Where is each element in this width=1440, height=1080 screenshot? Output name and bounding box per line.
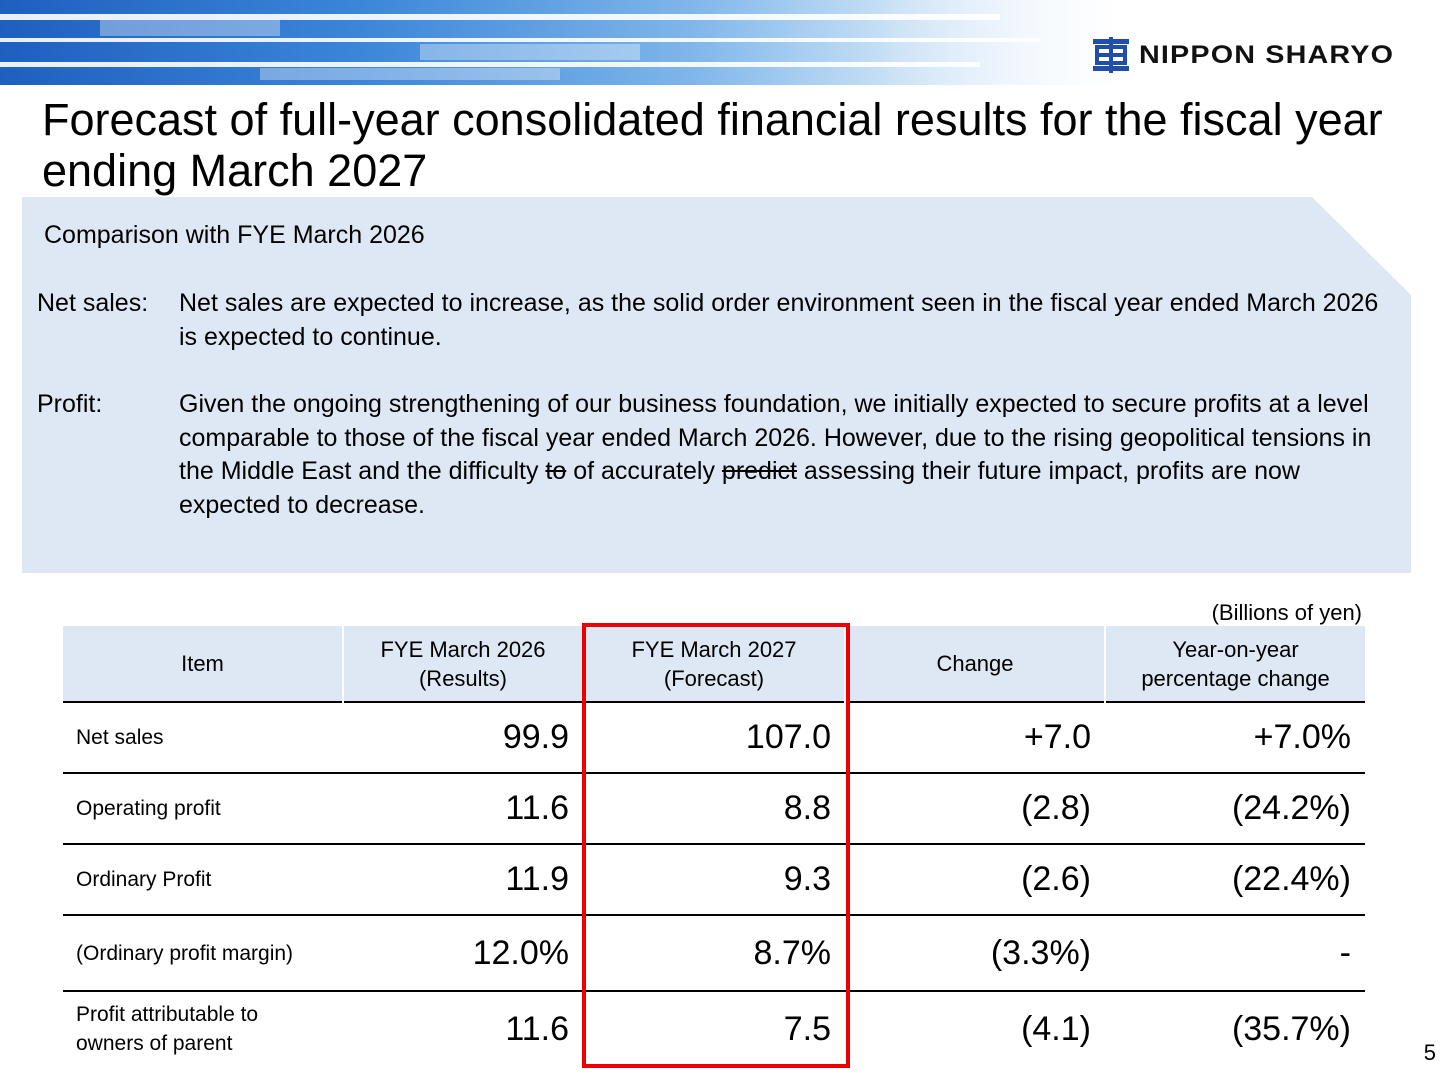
cell-change: +7.0 xyxy=(845,702,1105,774)
header-label: FYE March 2026 (Results) xyxy=(380,636,546,691)
net-sales-text: Net sales are expected to increase, as t… xyxy=(179,289,1379,351)
banner-stripe xyxy=(0,38,1040,42)
cell-item: (Ordinary profit margin) xyxy=(63,915,343,992)
cell-fy2026: 99.9 xyxy=(343,702,583,774)
cell-yoy: (24.2%) xyxy=(1105,773,1365,845)
profit-text-part: Given the ongoing strengthening of our b… xyxy=(179,390,1372,485)
table-row: (Ordinary profit margin) 12.0% 8.7% (3.3%) - xyxy=(63,915,1365,992)
cell-item: Ordinary Profit xyxy=(63,844,343,916)
banner-fade xyxy=(880,0,1440,85)
cell-change: (2.8) xyxy=(845,773,1105,845)
profit-text-part: assessing their future impact, profits a… xyxy=(179,457,1300,519)
table-row: Operating profit 11.6 8.8 (2.8) (24.2%) xyxy=(63,773,1365,845)
cell-fy2027: 9.3 xyxy=(583,844,845,916)
cell-fy2027: 8.7% xyxy=(583,915,845,992)
net-sales-label: Net sales: xyxy=(37,289,149,317)
header-label: Change xyxy=(936,651,1014,676)
table-row: Ordinary Profit 11.9 9.3 (2.6) (22.4%) xyxy=(63,844,1365,916)
header-item: Item xyxy=(63,626,344,702)
header-banner xyxy=(0,0,1440,85)
cell-change: (3.3%) xyxy=(845,915,1105,992)
cell-yoy: (35.7%) xyxy=(1231,1009,1351,1048)
header-yoy: Year-on-year percentage change xyxy=(1105,626,1365,702)
header-label: Year-on-year percentage change xyxy=(1141,636,1330,691)
cell-item: Net sales xyxy=(63,702,343,774)
table-header-row: Item FYE March 2026 (Results) FYE March 2… xyxy=(63,626,1365,702)
banner-stripe xyxy=(0,14,1000,20)
cell-fy2027: 107.0 xyxy=(583,702,845,774)
cell-fy2026: 11.9 xyxy=(343,844,583,916)
banner-stripe xyxy=(0,62,980,67)
cell-item: Profit attributable to owners of parent xyxy=(76,1003,259,1055)
struck-word: predict xyxy=(721,457,797,485)
page-title: Forecast of full-year consolidated finan… xyxy=(42,94,1383,196)
cell-change: (2.6) xyxy=(845,844,1105,916)
cell-yoy: - xyxy=(1105,915,1365,992)
cell-fy2026: 12.0% xyxy=(343,915,583,992)
cell-fy2026: 11.6 xyxy=(343,773,583,845)
nippon-sharyo-logo-icon xyxy=(1093,37,1129,73)
table-row: Profit attributable to owners of parent 11… xyxy=(63,991,1365,1066)
profit-text: Given the ongoing strengthening of our b… xyxy=(179,388,1399,522)
table-row: Net sales 99.9 107.0 +7.0 +7.0% xyxy=(63,702,1365,774)
profit-label: Profit: xyxy=(37,390,103,418)
header-change: Change xyxy=(845,626,1106,702)
company-name: NIPPON SHARYO xyxy=(1139,40,1395,69)
cell-fy2027: 7.5 xyxy=(783,1009,831,1048)
results-table: Item FYE March 2026 (Results) FYE March 2… xyxy=(63,626,1365,1066)
summary-panel xyxy=(22,197,1411,573)
header-label: FYE March 2027 (Forecast) xyxy=(631,636,797,691)
cell-yoy: (22.4%) xyxy=(1105,844,1365,916)
unit-label: (Billions of yen) xyxy=(1211,600,1362,625)
cell-item: Operating profit xyxy=(63,773,343,845)
banner-block xyxy=(260,68,560,80)
cell-fy2027: 8.8 xyxy=(583,773,845,845)
page-number: 5 xyxy=(1423,1040,1436,1065)
company-logo: NIPPON SHARYO xyxy=(1093,37,1393,73)
header-fy2027: FYE March 2027 (Forecast) xyxy=(583,626,846,702)
banner-block xyxy=(420,44,640,60)
header-fy2026: FYE March 2026 (Results) xyxy=(343,626,584,702)
banner-block xyxy=(100,20,280,36)
cell-yoy: +7.0% xyxy=(1105,702,1365,774)
profit-text-part: of accurately xyxy=(566,457,722,485)
summary-heading: Comparison with FYE March 2026 xyxy=(44,221,425,249)
cell-change: (4.1) xyxy=(1021,1009,1091,1048)
cell-fy2026: 11.6 xyxy=(505,1009,569,1048)
struck-word: to xyxy=(545,457,567,485)
header-label: Item xyxy=(181,651,224,676)
